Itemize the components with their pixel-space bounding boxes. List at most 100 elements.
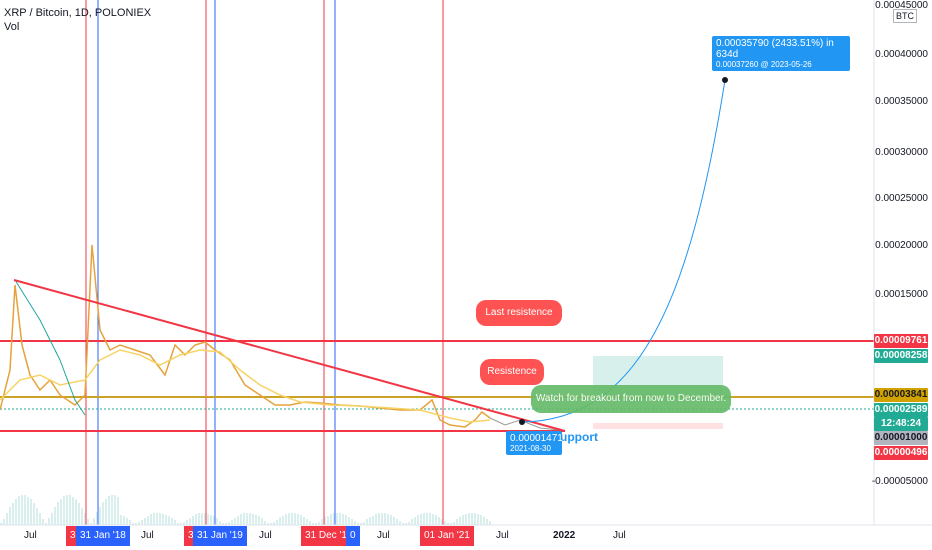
volume-bar (48, 518, 50, 525)
volume-bar (135, 523, 137, 525)
volume-bar (9, 507, 11, 525)
volume-bar (39, 513, 41, 525)
volume-bar (363, 522, 365, 525)
projection-start-point[interactable] (519, 419, 525, 425)
volume-bar (453, 522, 455, 525)
volume-bar (354, 521, 356, 525)
volume-bar (6, 513, 8, 525)
volume-bar (60, 499, 62, 525)
volume-bar (81, 508, 83, 525)
volume-bar (99, 507, 101, 525)
y-tick: 0.00030000 (875, 147, 928, 158)
volume-bar (309, 521, 311, 525)
volume-bar (150, 514, 152, 525)
volume-bar (432, 514, 434, 525)
volume-bar (219, 521, 221, 525)
volume-bar (369, 517, 371, 525)
projection-end-point[interactable] (722, 77, 728, 83)
target-callout[interactable]: 0.00035790 (2433.51%) in 634d 0.00037260… (712, 36, 850, 71)
volume-bar (27, 497, 29, 525)
volume-bar (306, 519, 308, 525)
breakout-note-bubble[interactable]: Watch for breakout from now to December. (531, 385, 731, 413)
volume-bar (348, 517, 350, 525)
volume-bar (147, 516, 149, 525)
x-tick: Jul (259, 530, 272, 541)
volume-bar (288, 513, 290, 525)
volume-bar (366, 519, 368, 525)
volume-bar (282, 516, 284, 525)
y-tick: 0.00035000 (875, 96, 928, 107)
volume-bar (153, 513, 155, 525)
volume-bar (357, 523, 359, 525)
descending-trendline[interactable] (13, 279, 566, 432)
x-tick: 2022 (553, 530, 576, 541)
volume-bar (75, 499, 77, 525)
stop-zone[interactable] (593, 423, 723, 429)
volume-bar (444, 521, 446, 525)
volume-bar (132, 523, 134, 525)
volume-bar (87, 519, 89, 525)
price-tag-stop: 0.00001000 (874, 431, 928, 445)
volume-bar (63, 496, 65, 525)
volume-bar (459, 517, 461, 525)
date-badge: 0 (346, 526, 360, 546)
volume-bar (474, 513, 476, 525)
volume-bar (375, 514, 377, 525)
volume-bar (261, 518, 263, 525)
volume-bar (267, 523, 269, 525)
low-callout[interactable]: 0.00001471 2021-08-30 (506, 431, 563, 455)
volume-bar (246, 513, 248, 525)
price-tag-current: 0.00002589 (874, 403, 928, 417)
volume-bar (189, 518, 191, 525)
volume-bar (486, 519, 488, 525)
target-line-1: 0.00035790 (2433.51%) in 634d (716, 38, 834, 60)
volume-bar (57, 502, 59, 525)
volume-bar (216, 518, 218, 525)
resistance-bubble[interactable]: Resistence (480, 359, 544, 385)
volume-bar (276, 520, 278, 525)
volume-bar (120, 515, 122, 525)
volume-bar (351, 519, 353, 525)
volume-bar (372, 516, 374, 525)
volume-bar (318, 522, 320, 525)
volume-bar (291, 513, 293, 525)
currency-unit-button[interactable]: BTC (893, 9, 917, 23)
last-resistance-bubble[interactable]: Last resistence (476, 300, 562, 326)
volume-bar (321, 519, 323, 525)
volume-bar (243, 513, 245, 525)
volume-bar (3, 519, 5, 525)
volume-bar (399, 521, 401, 525)
volume-bar (102, 502, 104, 525)
date-badge: 31 Dec '19 (301, 526, 357, 546)
volume-bar (390, 515, 392, 525)
volume-bar (480, 515, 482, 525)
volume-bar (42, 519, 44, 525)
price-series (0, 244, 561, 431)
projection-curve[interactable] (521, 79, 726, 423)
volume-bar (90, 523, 92, 525)
volume-bar (207, 514, 209, 525)
support-label[interactable]: Support (552, 430, 598, 444)
volume-bar (471, 513, 473, 525)
volume-bar (84, 513, 86, 525)
volume-bar (327, 516, 329, 525)
volume-bar (417, 515, 419, 525)
volume-bar (426, 513, 428, 525)
volume-bar (36, 508, 38, 525)
volume-bar (228, 522, 230, 525)
volume-bar (468, 513, 470, 525)
low-line-2: 2021-08-30 (510, 444, 551, 453)
volume-bar (303, 517, 305, 525)
x-tick: Jul (141, 530, 154, 541)
volume-bar (297, 514, 299, 525)
volume-bar (54, 507, 56, 525)
volume-bar (114, 495, 116, 525)
volume-bar (384, 513, 386, 525)
volume-bar (93, 518, 95, 525)
volume-bar (336, 513, 338, 525)
y-tick: 0.00025000 (875, 193, 928, 204)
volume-bar (342, 514, 344, 525)
low-line-1: 0.00001471 (510, 433, 563, 444)
volume-bar (105, 499, 107, 525)
